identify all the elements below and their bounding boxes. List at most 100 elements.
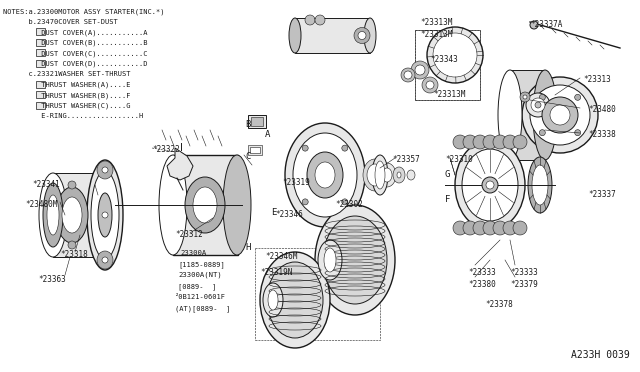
Text: *23313M: *23313M [420,30,452,39]
Text: E: E [271,208,276,217]
Text: c.23321WASHER SET-THRUST: c.23321WASHER SET-THRUST [3,71,131,77]
Circle shape [575,94,580,100]
Circle shape [401,68,415,82]
Circle shape [358,32,366,39]
Text: E-RING.................H: E-RING.................H [3,113,143,119]
Ellipse shape [463,221,477,235]
Ellipse shape [98,193,112,237]
Text: DUST COVER(B)...........B: DUST COVER(B)...........B [3,39,147,46]
Ellipse shape [530,85,590,145]
Text: *23302: *23302 [335,200,363,209]
Text: *23319: *23319 [282,178,310,187]
Circle shape [426,81,434,89]
Ellipse shape [531,98,545,112]
Text: (AT)[0889-  ]: (AT)[0889- ] [175,305,230,312]
Circle shape [520,92,530,102]
Ellipse shape [503,221,517,235]
Ellipse shape [533,70,557,160]
Bar [36,38,45,45]
Ellipse shape [382,168,392,182]
Circle shape [575,130,580,136]
Ellipse shape [285,123,365,227]
Ellipse shape [315,162,335,188]
Circle shape [315,15,325,25]
Text: b.23470COVER SET-DUST: b.23470COVER SET-DUST [3,19,118,25]
Ellipse shape [550,105,570,125]
Text: A: A [266,130,271,139]
Text: A233H 0039: A233H 0039 [572,350,630,360]
Ellipse shape [483,221,497,235]
Circle shape [342,199,348,205]
Text: THRUST WASHER(C)....G: THRUST WASHER(C)....G [3,103,131,109]
Text: *23363: *23363 [38,275,66,284]
Text: DUST COVER(C)...........C: DUST COVER(C)...........C [3,50,147,57]
Text: 23300A: 23300A [180,250,206,256]
Ellipse shape [323,216,387,304]
Circle shape [354,28,370,44]
Bar [36,91,45,98]
Bar [173,155,238,255]
Circle shape [486,181,494,189]
Text: *23480: *23480 [588,105,616,114]
Text: G: G [445,170,451,179]
Ellipse shape [462,149,518,221]
Text: *23379: *23379 [510,280,538,289]
Text: *23337: *23337 [588,190,616,199]
Ellipse shape [375,161,385,189]
Text: *23313: *23313 [583,75,611,84]
Circle shape [68,241,76,249]
Ellipse shape [522,77,598,153]
Ellipse shape [473,221,487,235]
Ellipse shape [159,155,187,255]
Circle shape [422,77,438,93]
Circle shape [404,71,412,79]
Text: *23310: *23310 [445,155,473,164]
Ellipse shape [526,93,550,117]
Circle shape [523,95,527,99]
Ellipse shape [223,155,251,255]
Text: 23300A(NT): 23300A(NT) [178,272,221,279]
Text: [1185-0889]: [1185-0889] [178,261,225,268]
Text: F: F [445,195,451,204]
Ellipse shape [267,262,323,338]
Text: *23346M: *23346M [265,252,298,261]
Circle shape [102,212,108,218]
Ellipse shape [39,173,67,257]
Ellipse shape [315,205,395,315]
Ellipse shape [47,195,59,235]
Text: *23313M: *23313M [420,18,452,27]
Text: NOTES:a.23300MOTOR ASSY STARTER(INC.*): NOTES:a.23300MOTOR ASSY STARTER(INC.*) [3,8,164,15]
Circle shape [342,145,348,151]
Circle shape [302,199,308,205]
Ellipse shape [463,135,477,149]
Ellipse shape [397,172,401,178]
Circle shape [540,130,545,136]
Ellipse shape [528,157,552,213]
Text: *23346: *23346 [275,210,303,219]
Circle shape [102,167,108,173]
Bar [36,49,45,56]
Bar [36,60,45,67]
Bar [36,102,45,109]
Circle shape [540,94,545,100]
Ellipse shape [364,18,376,53]
Ellipse shape [43,183,63,247]
Text: *23380: *23380 [468,280,496,289]
Ellipse shape [378,163,396,187]
Polygon shape [167,148,193,180]
Ellipse shape [289,18,301,53]
Ellipse shape [87,160,123,270]
Ellipse shape [293,133,357,217]
Circle shape [535,102,541,108]
Text: *23378: *23378 [485,300,513,309]
Text: THRUST WASHER(B)....F: THRUST WASHER(B)....F [3,92,131,99]
Ellipse shape [268,290,278,310]
Ellipse shape [260,252,330,348]
Circle shape [302,145,308,151]
Circle shape [411,61,429,79]
Ellipse shape [372,155,388,195]
Text: *23333: *23333 [510,268,538,277]
Bar [36,80,45,87]
Text: DUST COVER(A)...........A: DUST COVER(A)...........A [3,29,147,35]
Text: *23312: *23312 [175,230,203,239]
